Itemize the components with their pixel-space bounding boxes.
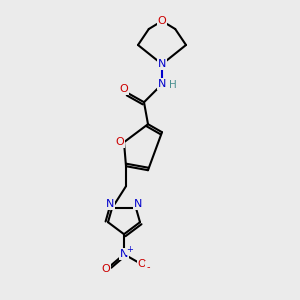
Text: N: N <box>158 59 166 69</box>
Text: +: + <box>127 245 134 254</box>
Text: H: H <box>169 80 177 90</box>
Text: O: O <box>120 84 128 94</box>
Text: N: N <box>134 199 142 209</box>
Text: -: - <box>146 262 150 272</box>
Text: N: N <box>120 249 128 259</box>
Text: O: O <box>116 137 124 147</box>
Text: N: N <box>158 79 166 89</box>
Text: O: O <box>102 264 110 274</box>
Text: N: N <box>106 199 114 209</box>
Text: O: O <box>138 259 146 269</box>
Text: O: O <box>158 16 166 26</box>
